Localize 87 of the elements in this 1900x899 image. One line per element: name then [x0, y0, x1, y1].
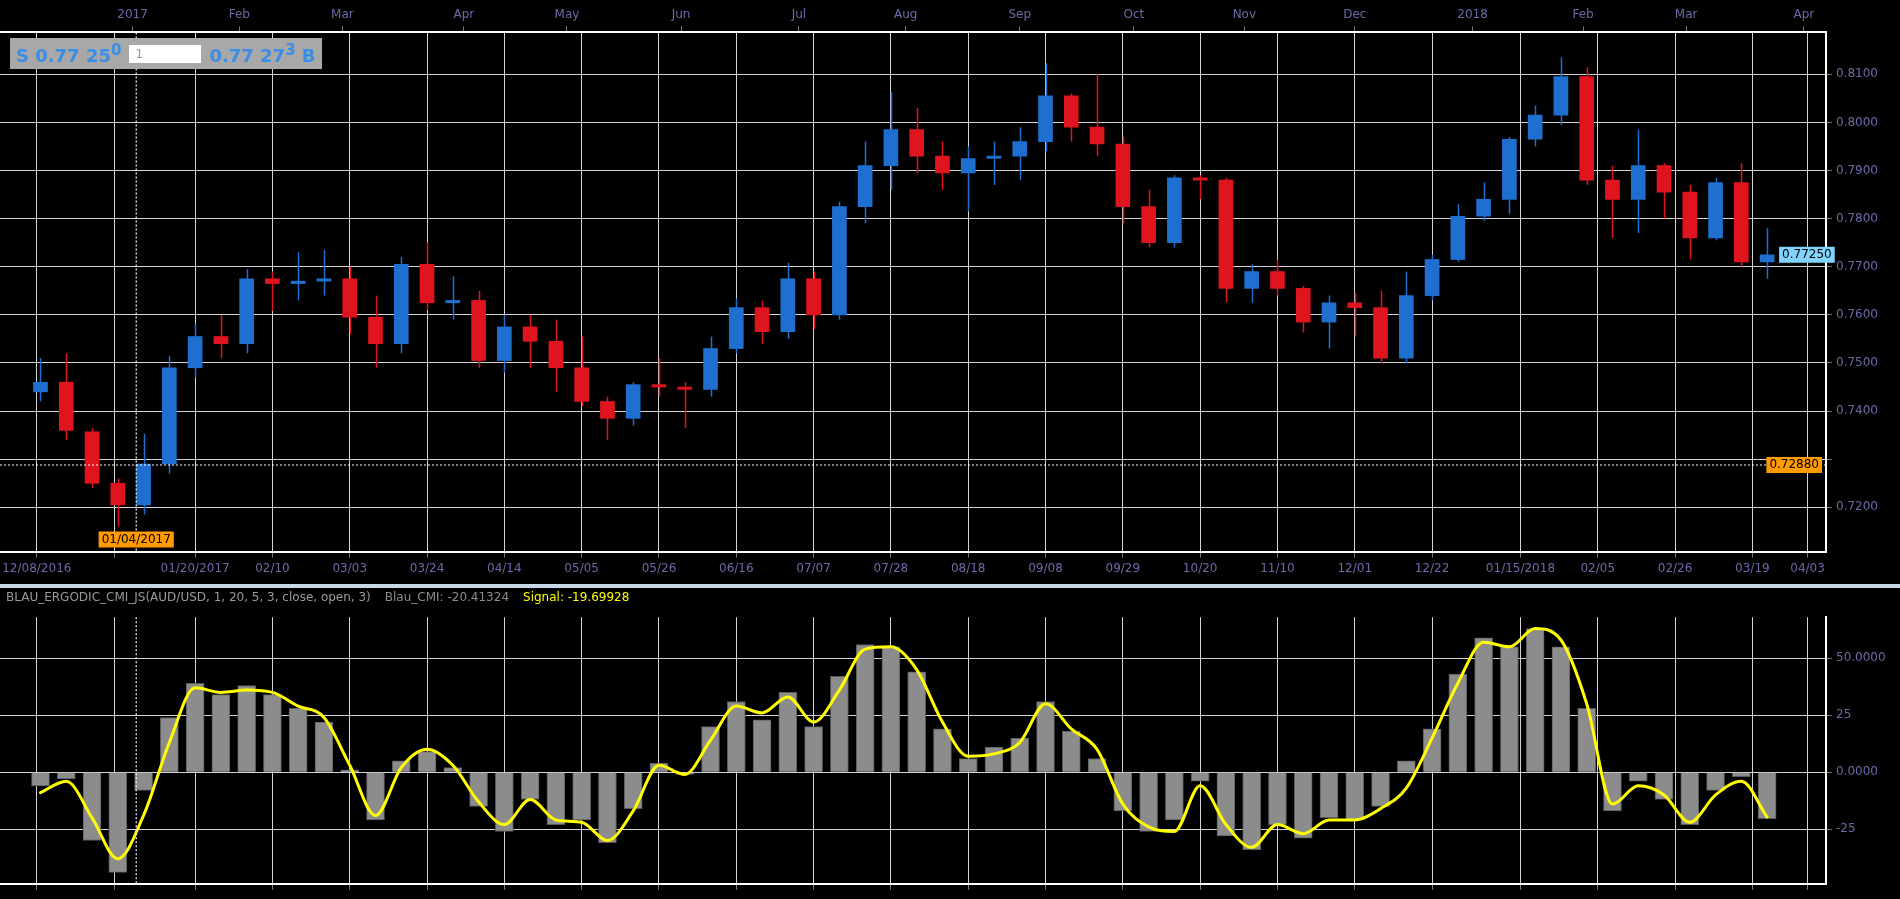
x2-tick-label: Oct: [1123, 7, 1145, 22]
y-tick-label: 0.7700: [1836, 258, 1878, 273]
quantity-field: 1: [129, 44, 202, 63]
candlestick: [213, 314, 229, 359]
x-tick-label: 12/01: [1337, 560, 1373, 575]
candlestick: [1244, 263, 1260, 304]
x-tick-label: 11/10: [1260, 560, 1295, 575]
x2-tick-label: Sep: [1008, 7, 1032, 22]
candlestick: [651, 357, 667, 398]
candlestick: [1759, 227, 1775, 280]
x-tick-label: 07/28: [873, 560, 909, 575]
y-tick-label: 0.8100: [1836, 66, 1878, 81]
candlestick: [986, 140, 1002, 186]
x-tick-label: 02/05: [1580, 560, 1616, 575]
y-tick-label: -25: [1836, 821, 1856, 836]
candlestick: [316, 249, 332, 297]
annotation: S 0.77 25$^{0}$: [16, 41, 122, 66]
text: Blau_CMI: -20.41324: [384, 590, 510, 604]
y-tick-label: 50.0000: [1836, 650, 1886, 665]
y-tick-label: 0.7500: [1836, 355, 1878, 370]
x-tick-label: 03/19: [1735, 560, 1770, 575]
candlestick: [677, 381, 693, 429]
x-tick-label: 06/16: [718, 560, 754, 575]
x-tick-label: 12/08/2016: [2, 560, 72, 575]
y-tick-label: 0.7400: [1836, 403, 1878, 418]
y-tick-label: 0.7800: [1836, 210, 1878, 225]
y-tick-label: 0.0000: [1836, 764, 1878, 779]
x-tick-label: 01/20/2017: [160, 560, 230, 575]
price-quote-panel: S 0.77 25$^{0}$ 1 0.77 27$^{3}$ B: [10, 38, 322, 69]
x2-tick-label: Feb: [228, 7, 250, 22]
x-tick-label: 04/14: [487, 560, 522, 575]
candlestick: [110, 477, 126, 528]
candlestick: [1321, 294, 1337, 350]
x2-tick-label: Dec: [1343, 7, 1367, 22]
candlestick: [935, 140, 950, 191]
candlestick: [1270, 258, 1285, 297]
candlestick: [1605, 164, 1620, 239]
x2-tick-label: Mar: [331, 7, 354, 22]
line-series: [39, 627, 1769, 861]
x-tick-label: 05/26: [641, 560, 677, 575]
candlestick: [1012, 126, 1028, 181]
candlestick: [600, 395, 615, 441]
candlestick: [265, 270, 280, 312]
candlestick: [1089, 73, 1105, 157]
x2-tick-label: Nov: [1232, 7, 1257, 22]
annotation: 0.77250: [1782, 246, 1832, 261]
x-tick-label: 03/03: [332, 560, 368, 575]
candlestick: [522, 314, 538, 369]
candlestick: [1347, 292, 1363, 338]
candlestick: [1192, 174, 1208, 201]
x-tick-label: 09/29: [1105, 560, 1141, 575]
y-tick-label: 0.7900: [1836, 162, 1878, 177]
y-tick-label: 0.7600: [1836, 306, 1878, 321]
candlestick: [1476, 181, 1491, 222]
x-tick-label: 01/15/2018: [1485, 560, 1556, 575]
x-tick-label: 12/22: [1414, 560, 1450, 575]
y-tick-label: 25: [1836, 707, 1852, 722]
y-tick-label: 0.7200: [1836, 499, 1878, 514]
candlestick: [960, 145, 976, 213]
x-tick-label: 05/05: [564, 560, 599, 575]
candlestick: [33, 357, 48, 403]
x2-tick-label: 2018: [1457, 7, 1488, 22]
x2-tick-label: Apr: [1793, 7, 1815, 22]
x2-tick-label: Jun: [670, 7, 691, 22]
ref-line-label: 0.72880: [1769, 457, 1819, 472]
annotation: 0.77 27$^{3}$ B: [209, 41, 316, 66]
ref-line-label: 01/04/2017: [101, 531, 171, 546]
x-tick-label: 09/08: [1028, 560, 1063, 575]
x2-tick-label: Apr: [453, 7, 475, 22]
x-tick-label: 02/10: [255, 560, 290, 575]
x-tick-label: 08/18: [950, 560, 986, 575]
candlestick: [445, 275, 461, 321]
x-tick-label: 04/03: [1790, 560, 1825, 575]
x-tick-label: 02/26: [1657, 560, 1693, 575]
x2-tick-label: Mar: [1674, 7, 1698, 22]
x-tick-label: 07/07: [796, 560, 831, 575]
text: Signal: -19.69928: [523, 590, 630, 604]
x2-tick-label: May: [554, 7, 580, 22]
x2-tick-label: 2017: [117, 7, 148, 22]
candlestick: [290, 251, 306, 302]
x-tick-label: 03/24: [409, 560, 445, 575]
x2-tick-label: Jul: [790, 7, 807, 22]
x-tick-label: 10/20: [1182, 560, 1218, 575]
chart-title: BLAU_ERGODIC_CMI_JS(AUD/USD, 1, 20, 5, 3, close, open, 3): [6, 590, 371, 604]
x2-tick-label: Aug: [893, 7, 918, 22]
y-tick-label: 0.8000: [1836, 114, 1878, 129]
x2-tick-label: Feb: [1572, 7, 1594, 22]
